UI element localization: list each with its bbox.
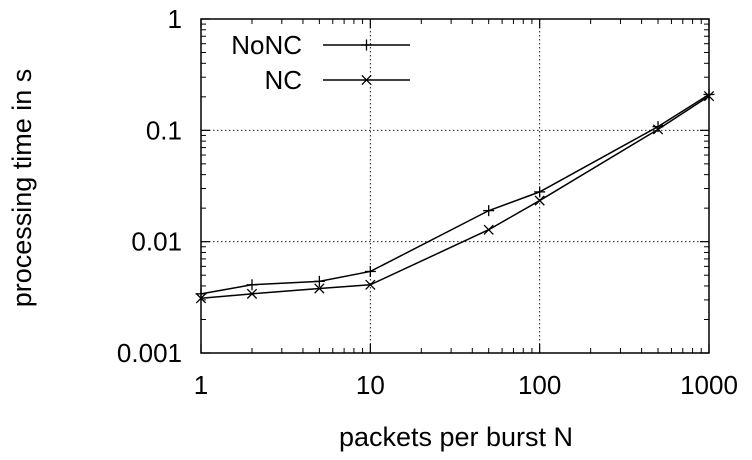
series-line-nc xyxy=(200,95,710,300)
legend-label: NoNC xyxy=(231,30,302,60)
plot-border xyxy=(200,18,710,354)
y-tick-label: 0.01 xyxy=(131,227,182,257)
x-tick-label: 10 xyxy=(356,370,385,400)
data-point-nc xyxy=(483,224,494,235)
data-point-nc xyxy=(195,293,207,304)
data-point-nc xyxy=(652,124,664,135)
x-tick-label: 1 xyxy=(194,370,208,400)
data-point-nc xyxy=(314,283,325,294)
tick-marks xyxy=(200,18,710,354)
series-nonc xyxy=(195,88,715,300)
series-line-nonc xyxy=(200,93,710,295)
legend-entry-nonc: NoNC xyxy=(231,30,410,60)
data-point-nc xyxy=(703,90,715,102)
series-layer xyxy=(195,88,715,304)
tick-labels: 1 10 100 1000 0.001 0.01 0.1 1 xyxy=(117,4,738,400)
x-tick-label: 1000 xyxy=(680,370,738,400)
x-tick-label: 100 xyxy=(518,370,561,400)
grid-layer xyxy=(201,19,709,353)
data-point-nc xyxy=(534,195,545,206)
series-nc xyxy=(195,90,715,304)
y-axis-label: processing time in s xyxy=(7,69,37,308)
legend-entry-nc: NC xyxy=(264,65,410,95)
legend-marker xyxy=(361,74,372,86)
plot-frame xyxy=(200,18,710,354)
legend-label: NC xyxy=(264,65,302,95)
data-point-nc xyxy=(365,279,376,290)
x-axis-label: packets per burst N xyxy=(339,422,573,452)
data-point-nc xyxy=(246,288,258,299)
y-tick-label: 1 xyxy=(168,4,182,34)
legend: NoNC NC xyxy=(231,30,410,95)
y-tick-label: 0.1 xyxy=(146,115,182,145)
y-tick-label: 0.001 xyxy=(117,338,182,368)
